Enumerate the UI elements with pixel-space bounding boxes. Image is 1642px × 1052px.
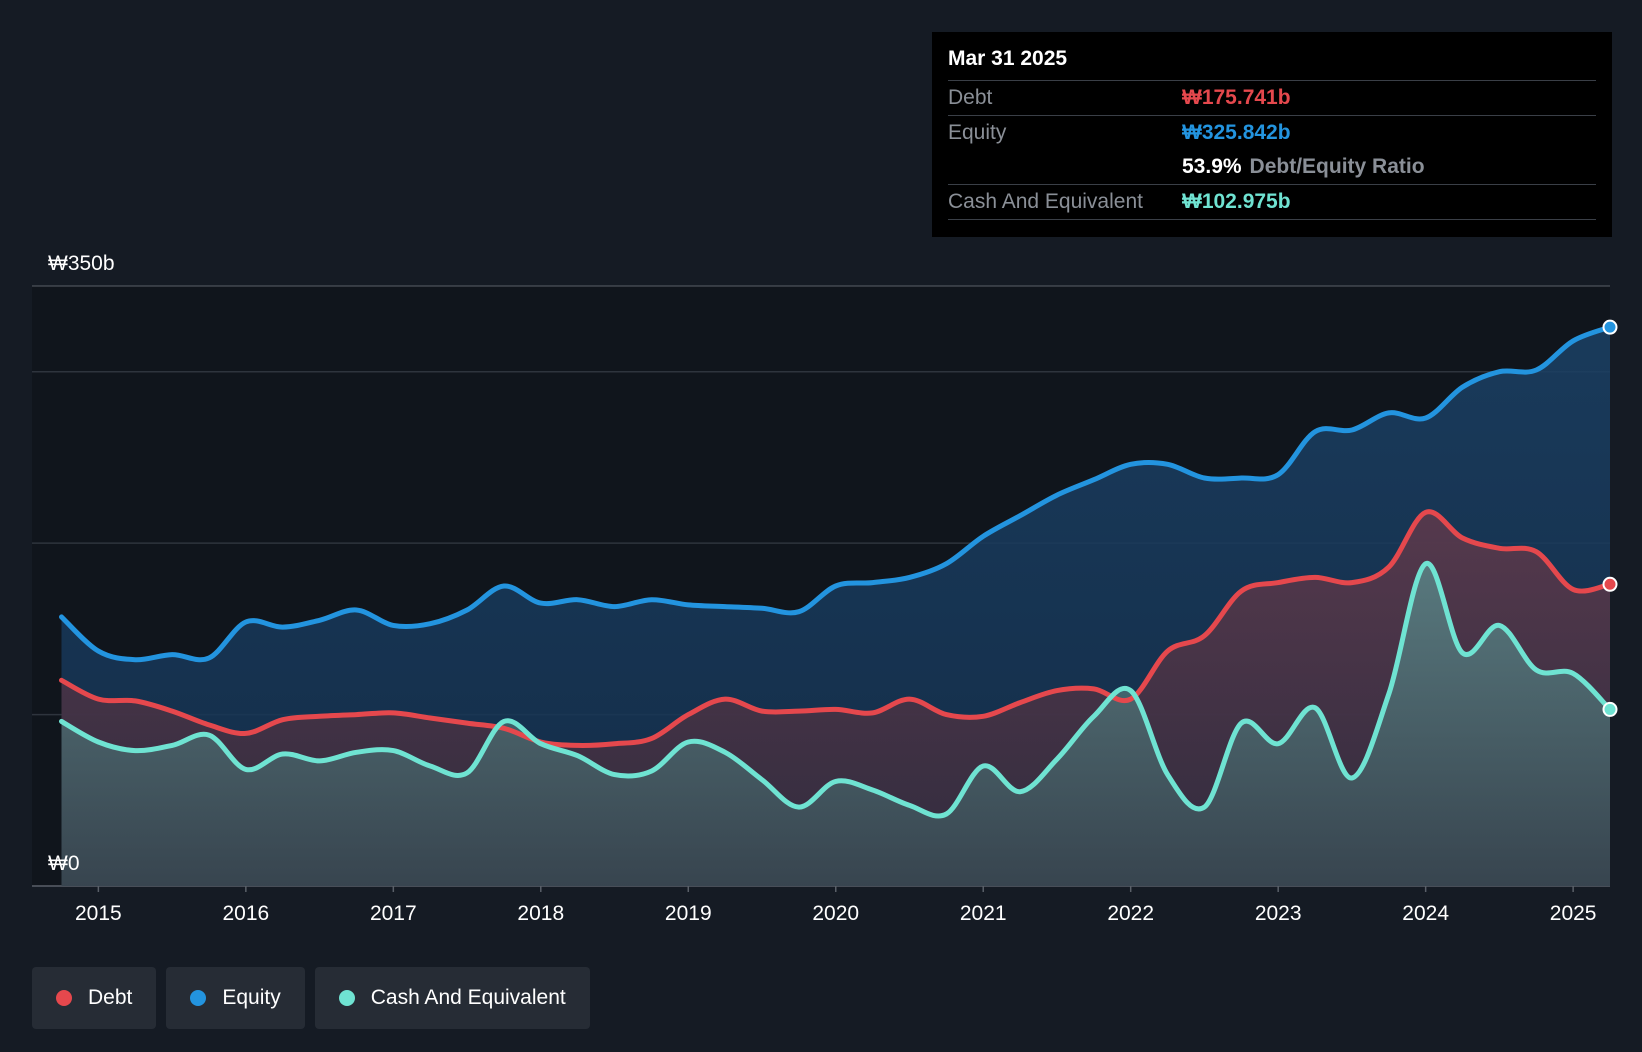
- cash-area: [61, 563, 1610, 886]
- legend-equity-label: Equity: [222, 986, 281, 1009]
- x-tick-label: 2015: [75, 902, 122, 925]
- tooltip-cash-row: Cash And Equivalent ₩102.975b: [948, 184, 1596, 220]
- legend-debt-label: Debt: [88, 986, 133, 1009]
- legend-item-debt[interactable]: Debt: [32, 967, 157, 1029]
- tooltip-debt-row: Debt ₩175.741b: [948, 80, 1596, 115]
- x-tick-label: 2017: [370, 902, 417, 925]
- x-axis-ticks: 2015 2016 2017 2018 2019 2020 2021 2022 2023 2024…: [75, 886, 1596, 925]
- x-tick-label: 2024: [1402, 902, 1449, 925]
- tooltip-debt-value: ₩175.741b: [1182, 86, 1291, 109]
- equity-dot-icon: [190, 990, 207, 1006]
- debt-end-marker: [1602, 576, 1618, 592]
- cash-end-marker: [1602, 701, 1618, 717]
- x-tick-label: 2016: [222, 902, 269, 925]
- tooltip-equity-value: ₩325.842b: [1182, 121, 1291, 144]
- tooltip-equity-label: Equity: [948, 121, 1007, 144]
- cash-line: [59, 561, 1613, 819]
- series-lines: [59, 324, 1613, 819]
- x-tick-label: 2025: [1550, 902, 1597, 925]
- debt-line: [59, 509, 1613, 748]
- x-tick-label: 2021: [960, 902, 1007, 925]
- x-tick-label: 2018: [517, 902, 564, 925]
- x-tick-label: 2023: [1255, 902, 1302, 925]
- legend-item-equity[interactable]: Equity: [166, 967, 305, 1029]
- legend-item-cash[interactable]: Cash And Equivalent: [314, 967, 590, 1029]
- legend-cash-label: Cash And Equivalent: [370, 986, 566, 1009]
- tooltip-debt-label: Debt: [948, 86, 993, 109]
- chart-tooltip: Mar 31 2025 Debt ₩175.741b Equity ₩325.8…: [932, 32, 1612, 237]
- series-end-markers: [1602, 319, 1618, 717]
- tooltip-cash-value: ₩102.975b: [1182, 190, 1291, 213]
- tooltip-ratio-row: 53.9% Debt/Equity Ratio: [948, 150, 1596, 184]
- x-tick-label: 2022: [1107, 902, 1154, 925]
- equity-line: [59, 324, 1613, 663]
- tooltip-ratio-label: Debt/Equity Ratio: [1249, 155, 1425, 178]
- cash-dot-icon: [338, 990, 355, 1006]
- x-tick-label: 2019: [665, 902, 712, 925]
- tooltip-date: Mar 31 2025: [948, 47, 1068, 70]
- x-tick-label: 2020: [812, 902, 859, 925]
- y-axis-bottom-label: ₩0: [48, 852, 80, 875]
- debt-dot-icon: [56, 990, 72, 1006]
- tooltip-ratio-value: 53.9%: [1182, 155, 1242, 178]
- chart-legend: Debt Equity Cash And Equivalent: [32, 967, 590, 1029]
- tooltip-cash-label: Cash And Equivalent: [948, 190, 1143, 213]
- y-axis-top-label: ₩350b: [48, 252, 115, 275]
- equity-end-marker: [1602, 319, 1618, 335]
- tooltip-equity-row: Equity ₩325.842b: [948, 115, 1596, 150]
- series-areas: [61, 327, 1610, 887]
